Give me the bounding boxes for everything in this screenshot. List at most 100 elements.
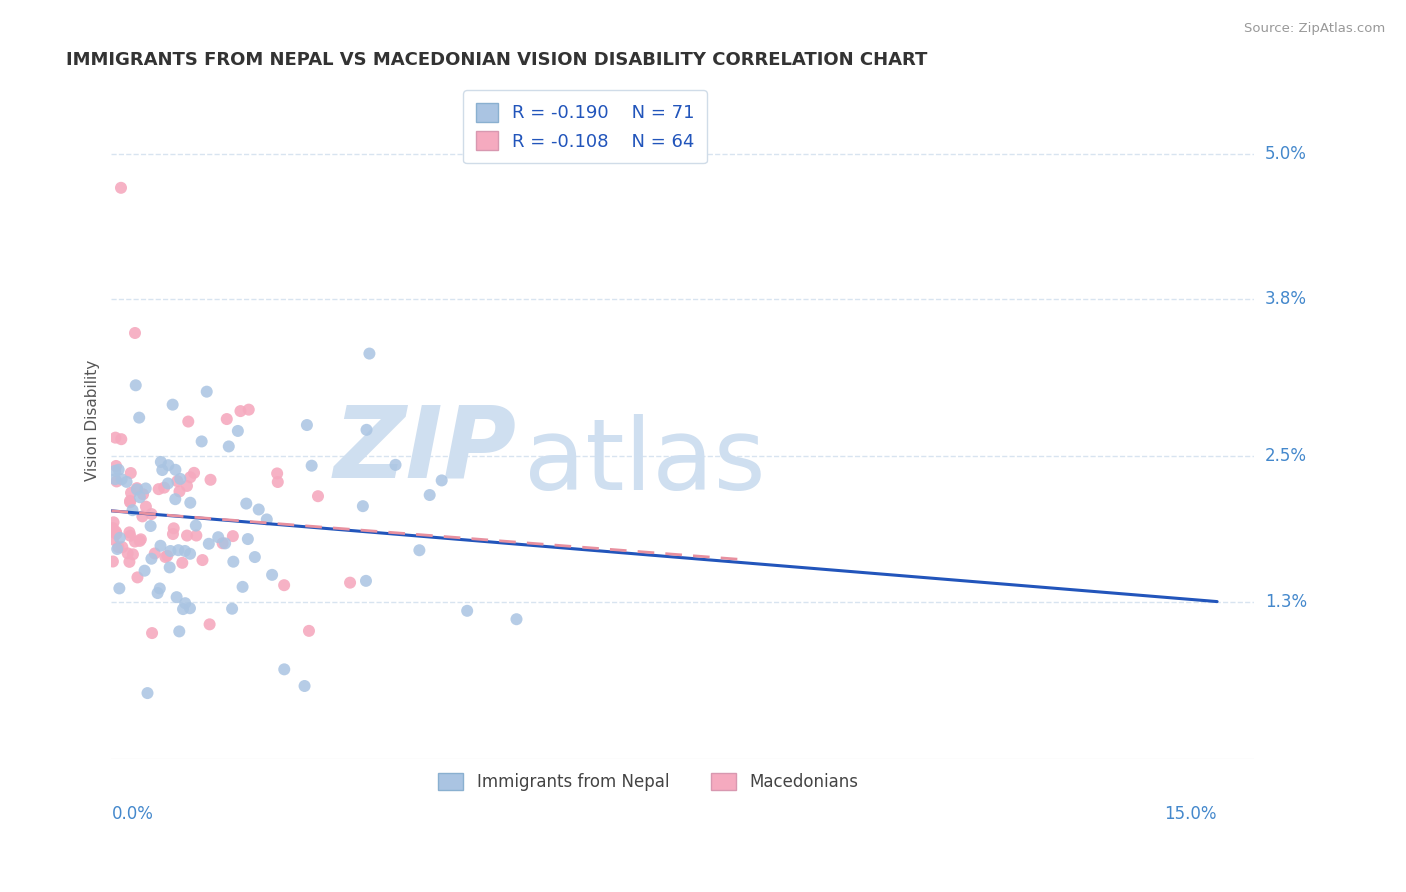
Y-axis label: Vision Disability: Vision Disability bbox=[86, 359, 100, 481]
Point bbox=[176, 479, 198, 493]
Point bbox=[118, 555, 141, 569]
Point bbox=[166, 474, 188, 488]
Point bbox=[162, 398, 184, 412]
Point bbox=[141, 626, 163, 640]
Point bbox=[238, 402, 260, 417]
Legend: Immigrants from Nepal, Macedonians: Immigrants from Nepal, Macedonians bbox=[432, 766, 865, 798]
Point bbox=[172, 556, 194, 570]
Point bbox=[148, 482, 170, 496]
Point bbox=[125, 483, 148, 497]
Point bbox=[105, 541, 128, 556]
Point bbox=[167, 543, 190, 558]
Text: ZIP: ZIP bbox=[333, 402, 517, 499]
Point bbox=[134, 564, 156, 578]
Point bbox=[266, 467, 288, 481]
Point bbox=[165, 492, 187, 507]
Point bbox=[120, 495, 142, 509]
Point bbox=[135, 482, 157, 496]
Point bbox=[120, 485, 142, 500]
Point bbox=[211, 536, 233, 550]
Point bbox=[207, 530, 229, 544]
Point bbox=[128, 410, 150, 425]
Point bbox=[229, 404, 252, 418]
Point bbox=[298, 624, 321, 638]
Point bbox=[110, 181, 132, 195]
Point bbox=[107, 540, 129, 554]
Point bbox=[129, 533, 152, 547]
Point bbox=[384, 458, 406, 472]
Point bbox=[186, 528, 208, 542]
Point bbox=[125, 378, 148, 392]
Point bbox=[222, 529, 245, 543]
Point bbox=[419, 488, 441, 502]
Point bbox=[150, 463, 173, 477]
Point bbox=[118, 494, 141, 508]
Point bbox=[179, 496, 201, 510]
Point bbox=[149, 455, 172, 469]
Point bbox=[156, 476, 179, 491]
Point bbox=[103, 524, 125, 539]
Point bbox=[235, 497, 257, 511]
Point bbox=[184, 518, 207, 533]
Point bbox=[505, 612, 527, 626]
Point bbox=[215, 412, 238, 426]
Point bbox=[156, 549, 179, 563]
Point bbox=[354, 574, 377, 588]
Point bbox=[104, 472, 127, 486]
Point bbox=[101, 554, 124, 568]
Point bbox=[103, 516, 125, 530]
Point bbox=[236, 532, 259, 546]
Text: 15.0%: 15.0% bbox=[1164, 805, 1218, 822]
Point bbox=[169, 472, 191, 486]
Point bbox=[124, 534, 146, 549]
Point bbox=[256, 512, 278, 526]
Point bbox=[179, 547, 201, 561]
Point bbox=[128, 533, 150, 548]
Point bbox=[105, 458, 128, 473]
Point bbox=[307, 489, 329, 503]
Point bbox=[110, 432, 132, 446]
Point bbox=[243, 550, 266, 565]
Text: 3.8%: 3.8% bbox=[1265, 290, 1308, 308]
Point bbox=[125, 481, 148, 495]
Point bbox=[176, 528, 198, 542]
Point bbox=[165, 463, 187, 477]
Text: atlas: atlas bbox=[524, 414, 766, 511]
Point bbox=[301, 458, 323, 473]
Point bbox=[108, 531, 131, 545]
Point bbox=[273, 578, 295, 592]
Point bbox=[456, 604, 478, 618]
Point bbox=[131, 509, 153, 524]
Point bbox=[143, 546, 166, 560]
Point bbox=[120, 466, 142, 480]
Point bbox=[226, 424, 249, 438]
Point bbox=[122, 547, 145, 561]
Point bbox=[163, 521, 186, 535]
Point bbox=[267, 475, 290, 489]
Point bbox=[222, 555, 245, 569]
Point bbox=[128, 490, 150, 504]
Point bbox=[247, 502, 270, 516]
Point bbox=[146, 586, 169, 600]
Point bbox=[157, 458, 180, 472]
Point bbox=[356, 423, 378, 437]
Point bbox=[105, 526, 128, 541]
Point bbox=[179, 601, 201, 615]
Point bbox=[121, 503, 143, 517]
Point bbox=[159, 560, 181, 574]
Point bbox=[153, 481, 176, 495]
Point bbox=[162, 527, 184, 541]
Point bbox=[155, 549, 177, 564]
Point bbox=[262, 567, 284, 582]
Point bbox=[111, 540, 134, 554]
Point bbox=[135, 500, 157, 514]
Text: 2.5%: 2.5% bbox=[1265, 448, 1308, 466]
Point bbox=[191, 553, 214, 567]
Text: Source: ZipAtlas.com: Source: ZipAtlas.com bbox=[1244, 22, 1385, 36]
Point bbox=[136, 686, 159, 700]
Point bbox=[169, 484, 191, 499]
Point bbox=[127, 570, 149, 584]
Point bbox=[169, 624, 191, 639]
Point bbox=[166, 590, 188, 604]
Point bbox=[430, 474, 453, 488]
